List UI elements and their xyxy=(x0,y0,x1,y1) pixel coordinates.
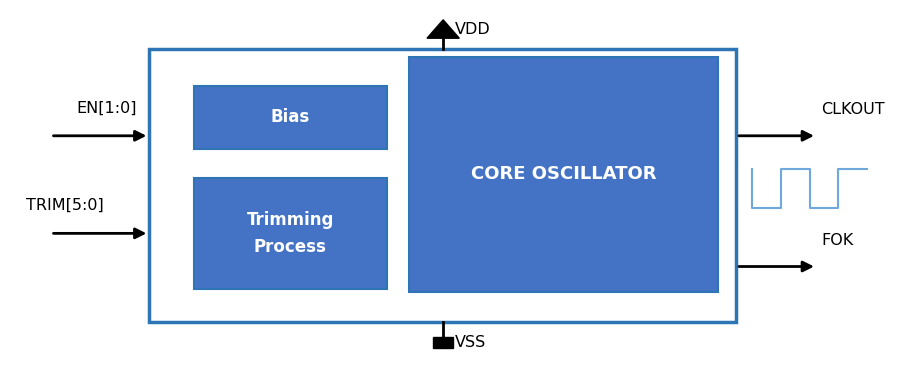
Text: VSS: VSS xyxy=(455,335,485,350)
Text: VDD: VDD xyxy=(455,22,490,36)
Text: TRIM[5:0]: TRIM[5:0] xyxy=(26,198,104,213)
Text: Trimming
Process: Trimming Process xyxy=(246,211,334,256)
Bar xyxy=(194,86,386,149)
Text: Bias: Bias xyxy=(271,108,309,127)
Bar xyxy=(433,337,453,348)
Text: CLKOUT: CLKOUT xyxy=(821,102,884,117)
Bar xyxy=(194,178,386,289)
Text: EN[1:0]: EN[1:0] xyxy=(76,101,136,115)
Text: FOK: FOK xyxy=(821,233,852,248)
Bar xyxy=(409,57,717,292)
Text: CORE OSCILLATOR: CORE OSCILLATOR xyxy=(471,165,656,183)
Polygon shape xyxy=(427,20,459,38)
Bar xyxy=(149,49,735,322)
